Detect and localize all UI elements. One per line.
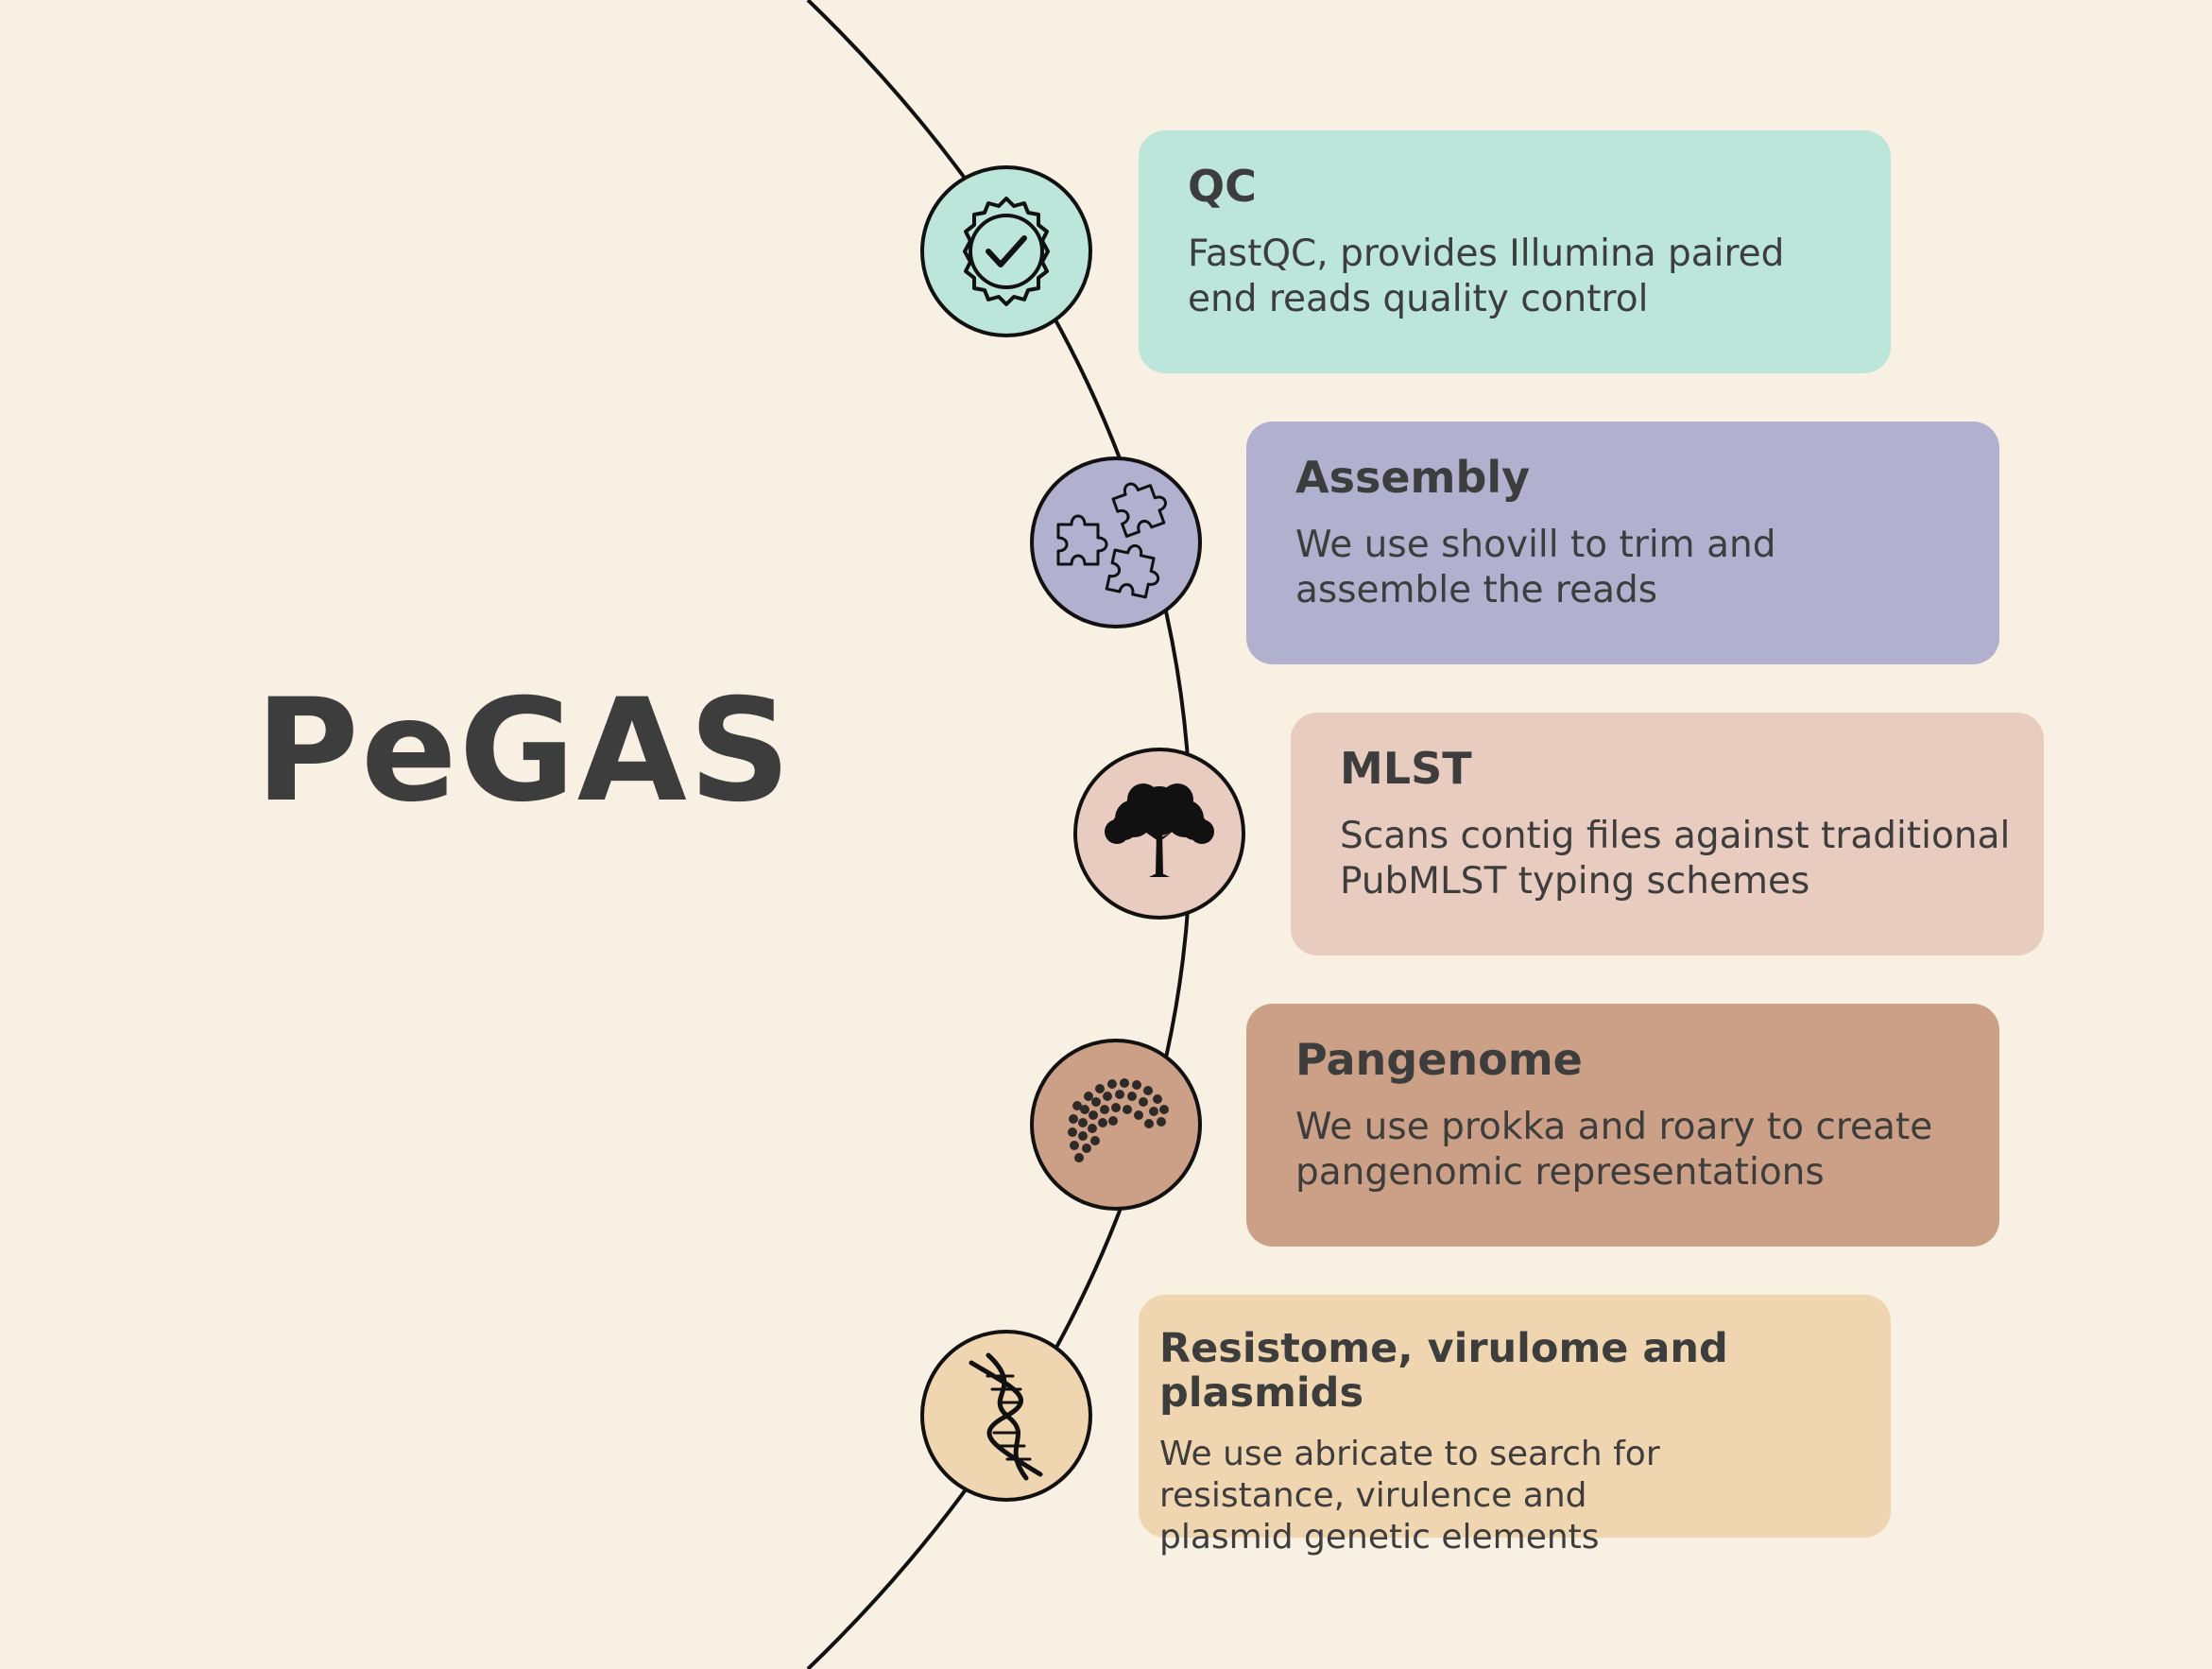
step-description: We use abricate to search for resistance… <box>1159 1434 1660 1557</box>
step-node-qc <box>920 165 1092 337</box>
step-card-qc: QC FastQC, provides Illumina paired end … <box>1139 130 1891 373</box>
step-node-mlst <box>1073 748 1245 920</box>
tree-icon <box>1105 783 1214 877</box>
dna-icon <box>969 1352 1043 1481</box>
step-description: We use shovill to trim and assemble the … <box>1295 523 1776 611</box>
step-card-pangenome: Pangenome We use prokka and roary to cre… <box>1246 1004 1999 1247</box>
step-title: Assembly <box>1295 452 1531 503</box>
step-card-mlst: MLST Scans contig files against traditio… <box>1291 713 2044 955</box>
step-title: MLST <box>1340 743 1472 794</box>
step-description: Scans contig files against traditional P… <box>1340 814 2011 903</box>
step-title: Resistome, virulome and plasmids <box>1159 1325 1728 1418</box>
check-badge-icon <box>963 197 1050 306</box>
step-card-assembly: Assembly We use shovill to trim and asse… <box>1246 422 1999 664</box>
hexagon-sphere-icon <box>1068 1078 1169 1162</box>
puzzle-pieces-icon <box>1056 482 1167 599</box>
step-description: We use prokka and roary to create pangen… <box>1295 1105 1933 1194</box>
step-node-assembly <box>1030 456 1202 628</box>
page-title: PeGAS <box>255 669 793 834</box>
step-card-resistome: Resistome, virulome and plasmids We use … <box>1139 1295 1891 1557</box>
step-node-pangenome <box>1030 1039 1202 1211</box>
step-description: FastQC, provides Illumina paired end rea… <box>1188 232 1785 320</box>
step-title: Pangenome <box>1295 1034 1583 1085</box>
step-node-resistome <box>920 1330 1092 1502</box>
step-title: QC <box>1188 161 1257 212</box>
